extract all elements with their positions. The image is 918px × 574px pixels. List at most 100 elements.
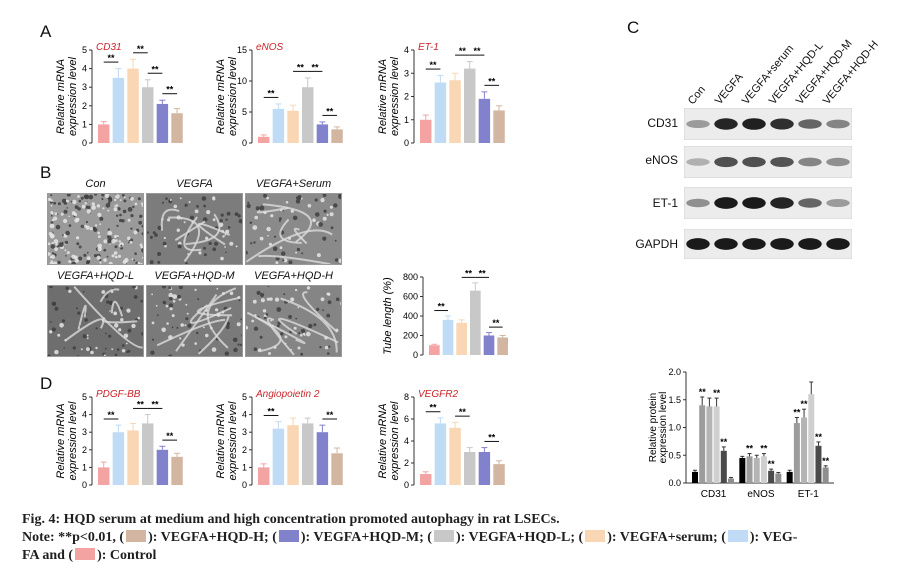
cell [232, 337, 238, 343]
significance-label: ** [760, 444, 768, 454]
cell [183, 221, 186, 224]
blot-band [742, 118, 766, 130]
cell [224, 234, 227, 236]
bar [331, 129, 343, 143]
cell [250, 221, 253, 224]
cell [101, 194, 105, 197]
tube-network [278, 317, 339, 344]
significance-label: ** [768, 459, 776, 469]
cell [54, 247, 58, 251]
cell [269, 297, 273, 301]
micro-label-hqd-m: VEGFA+HQD-M [154, 270, 235, 282]
cell [185, 303, 188, 306]
cell [115, 239, 118, 242]
cell [134, 202, 138, 206]
cell [255, 206, 260, 211]
cell [198, 251, 202, 255]
cell [324, 345, 329, 350]
cell [334, 239, 337, 242]
cell [276, 324, 280, 328]
cell [103, 258, 107, 262]
cell [142, 233, 143, 236]
cell [114, 323, 119, 328]
y-tick-label: 2 [82, 445, 87, 455]
cell [296, 247, 300, 252]
significance-label: ** [492, 318, 500, 328]
cell [122, 259, 127, 264]
cell [117, 207, 121, 211]
cell [83, 194, 88, 199]
cell [94, 224, 98, 227]
cell [118, 328, 122, 332]
swatch-vegfa [727, 530, 748, 542]
note-text: ): VEGFA+HQD-L; ( [455, 530, 584, 545]
cell [252, 225, 258, 230]
bar [316, 432, 329, 485]
bar [434, 423, 447, 485]
cell [186, 312, 189, 315]
cell [108, 334, 112, 338]
cell [278, 217, 282, 220]
wb-label-enos: eNOS [645, 153, 678, 167]
cell [50, 221, 54, 224]
cell [316, 307, 320, 311]
significance-label: ** [699, 387, 707, 397]
cell [328, 345, 331, 348]
cell [82, 290, 85, 293]
cell [84, 201, 88, 205]
bar [706, 406, 713, 483]
cell [303, 333, 306, 336]
micro-label-vegfa: VEGFA [176, 178, 213, 190]
bar [287, 110, 299, 143]
cell [300, 334, 303, 337]
cell [220, 256, 224, 261]
cell [107, 230, 113, 236]
cell [118, 240, 122, 243]
cell [272, 246, 278, 252]
cell [140, 263, 143, 264]
y-tick-label: 800 [403, 272, 418, 282]
cell [333, 203, 338, 208]
cell [121, 349, 126, 353]
cell [120, 244, 123, 247]
significance-label: ** [801, 399, 809, 409]
cell [203, 326, 205, 329]
significance-label: ** [108, 53, 116, 63]
cell [141, 204, 143, 207]
bar [768, 470, 775, 483]
cell [99, 223, 101, 226]
bar [808, 394, 815, 483]
cell [181, 343, 185, 347]
cell [127, 328, 132, 333]
tube-network [175, 293, 218, 352]
cell [64, 240, 69, 245]
enos-mrna-chart: Relative mRNA expression level eNOS 0 5 10 15 *… [215, 42, 343, 148]
cell [129, 240, 133, 244]
cell [227, 226, 231, 229]
y-axis-label: Relative mRNA [215, 403, 227, 478]
tube-network [77, 304, 87, 330]
cell [116, 348, 120, 351]
cell [266, 297, 270, 301]
cell [189, 215, 195, 220]
cell [80, 348, 83, 351]
cell [315, 212, 320, 217]
cell [105, 203, 111, 208]
blot-cd31 [684, 108, 852, 140]
bar [464, 452, 476, 485]
cell [237, 214, 241, 218]
y-axis-label: expression level [227, 57, 239, 136]
significance-label: ** [459, 46, 467, 56]
micro-label-con: Con [85, 178, 106, 190]
cell [282, 259, 285, 262]
cell [127, 349, 131, 353]
cell [336, 263, 338, 264]
cell [65, 199, 69, 203]
blot-band [714, 118, 738, 130]
cell [81, 204, 86, 209]
cell [105, 332, 107, 335]
bar [302, 87, 314, 143]
cell [167, 218, 171, 222]
y-tick-label: 6 [404, 414, 409, 424]
y-tick-label: 3 [242, 427, 247, 437]
